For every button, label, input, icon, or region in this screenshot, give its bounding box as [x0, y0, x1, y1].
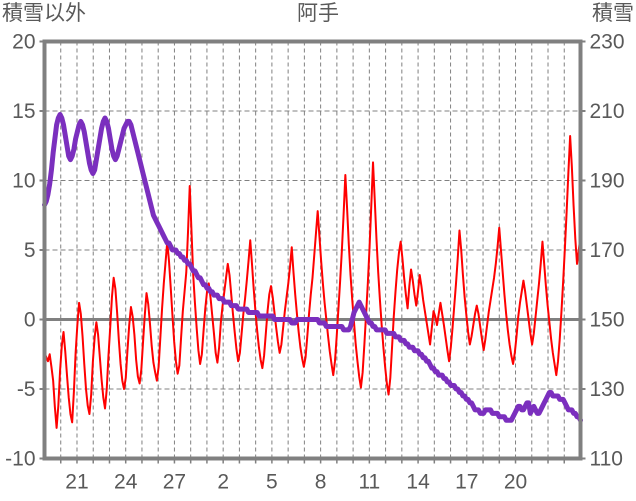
left-tick-label: -10 — [5, 448, 35, 471]
series-lines — [42, 111, 583, 429]
right-tick-label: 150 — [590, 309, 625, 332]
right-tick-label: 170 — [590, 239, 625, 262]
x-tick-label: 5 — [266, 471, 278, 494]
series-line-nonsnow — [43, 135, 582, 429]
right-axis-title: 積雪 — [592, 2, 634, 25]
left-tick-label: 15 — [12, 100, 35, 123]
left-tick-labels: 20 15 10 5 0 -5 -10 — [5, 31, 35, 471]
series-line-snow — [42, 111, 583, 423]
x-tick-label: 21 — [65, 471, 88, 494]
x-tick-label: 17 — [455, 471, 478, 494]
y-gridlines — [44, 110, 581, 390]
left-tick-label: 5 — [24, 239, 36, 262]
x-tick-label: 11 — [358, 471, 380, 494]
chart-title: 阿手 — [297, 2, 339, 25]
right-tick-label: 190 — [590, 170, 625, 193]
x-tick-label: 2 — [217, 471, 229, 494]
x-tick-label: 14 — [406, 471, 430, 494]
right-tick-label: 130 — [590, 378, 625, 401]
tick-marks — [39, 40, 586, 464]
left-axis-title: 積雪以外 — [2, 2, 86, 25]
x-tick-label: 24 — [114, 471, 138, 494]
x-tick-label: 8 — [315, 471, 327, 494]
left-tick-label: -5 — [17, 378, 36, 401]
right-tick-label: 230 — [590, 31, 625, 54]
x-tick-label: 20 — [504, 471, 527, 494]
right-tick-label: 210 — [590, 100, 625, 123]
right-tick-labels: 230 210 190 170 150 130 110 — [590, 31, 625, 471]
left-tick-label: 20 — [12, 31, 35, 54]
x-tick-labels: 21 24 27 2 5 8 11 14 17 20 — [65, 471, 527, 494]
left-tick-label: 10 — [12, 170, 35, 193]
x-tick-label: 27 — [163, 471, 186, 494]
left-tick-label: 0 — [24, 309, 36, 332]
right-tick-label: 110 — [590, 448, 623, 471]
